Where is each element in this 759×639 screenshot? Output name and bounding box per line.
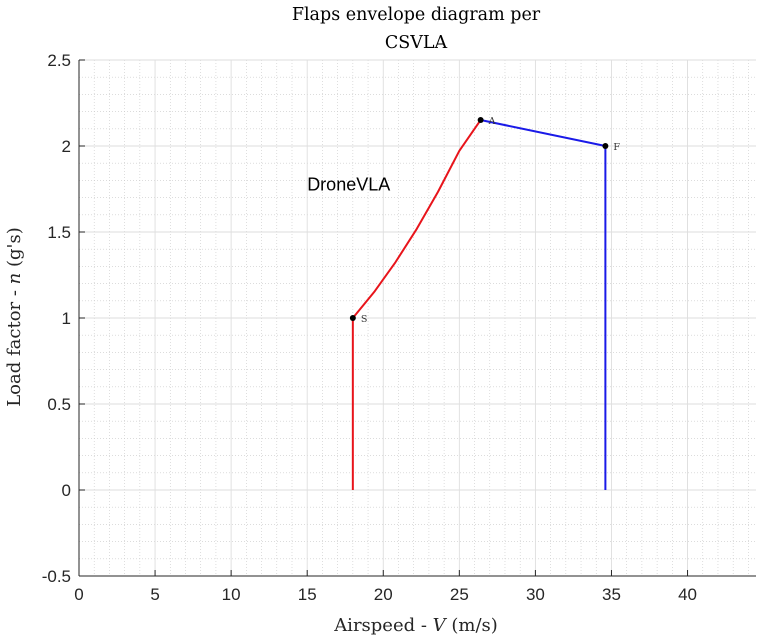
y-tick-label: 1: [62, 309, 71, 328]
y-tick-label: 1.5: [47, 223, 71, 242]
chart-title-line-2: CSVLA: [385, 33, 448, 53]
point-a: [478, 117, 484, 123]
y-tick-label: 0: [62, 481, 71, 500]
point-label-a: A: [488, 116, 496, 127]
x-tick-label: 15: [298, 585, 317, 604]
x-tick-label: 25: [450, 585, 469, 604]
y-tick-label: 2: [62, 137, 71, 156]
x-axis-label-main: Airspeed -: [333, 615, 432, 636]
x-tick-label: 0: [74, 585, 83, 604]
y-tick-label: -0.5: [42, 567, 71, 586]
point-f: [602, 143, 608, 149]
x-tick-label: 5: [150, 585, 159, 604]
y-tick-label: 0.5: [47, 395, 71, 414]
x-axis-label: Airspeed - V (m/s): [333, 615, 498, 636]
y-axis-label-var: n: [4, 273, 25, 285]
x-tick-label: 35: [602, 585, 621, 604]
x-tick-label: 20: [374, 585, 393, 604]
x-tick-label: 40: [678, 585, 697, 604]
x-axis-label-unit: (m/s): [446, 615, 498, 636]
point-label-f: F: [613, 142, 620, 153]
point-s: [350, 315, 356, 321]
chart-title-line-1: Flaps envelope diagram per: [292, 5, 541, 25]
point-label-s: S: [361, 314, 368, 325]
y-axis-label: Load factor - n (g's): [4, 227, 25, 407]
y-tick-label: 2.5: [47, 51, 71, 70]
drone-annotation: DroneVLA: [307, 175, 390, 195]
y-axis-label-unit: (g's): [4, 227, 25, 272]
x-tick-label: 10: [222, 585, 241, 604]
y-axis-label-main: Load factor -: [4, 284, 25, 406]
x-tick-label: 30: [526, 585, 545, 604]
